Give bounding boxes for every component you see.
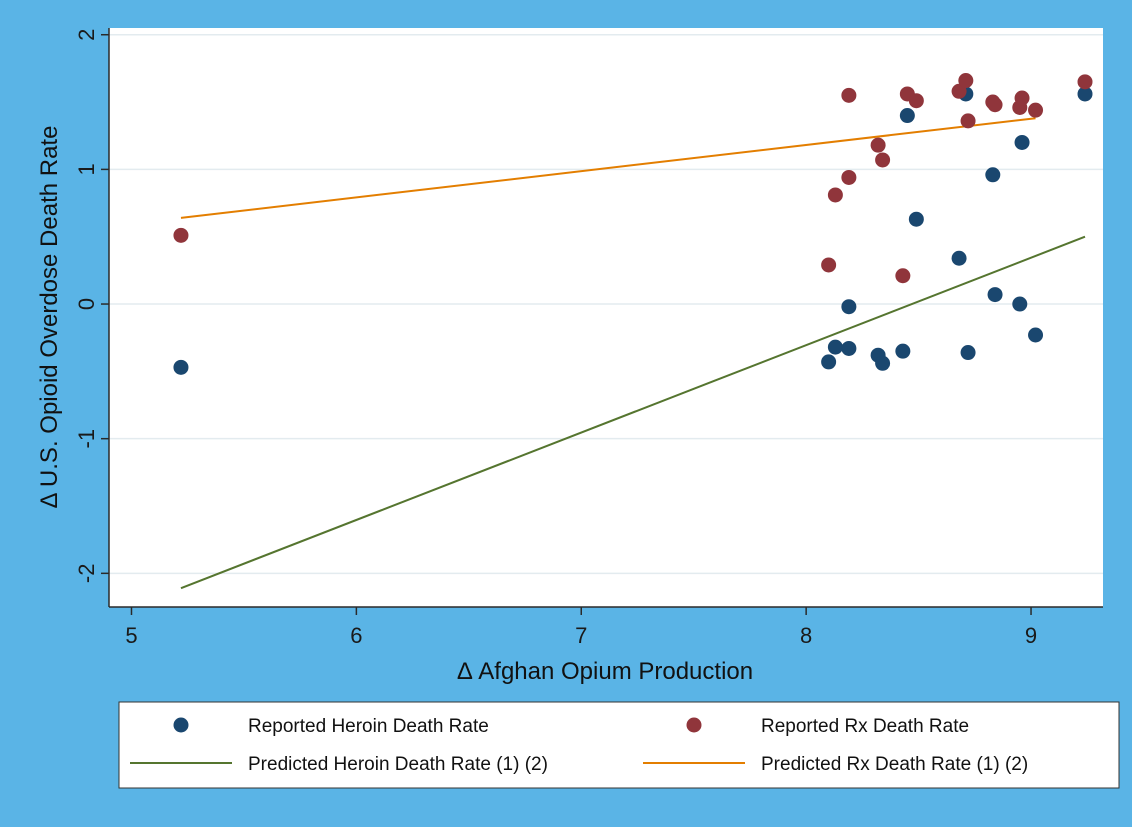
heroin-point: [841, 340, 857, 356]
heroin-point: [987, 287, 1003, 303]
rx-point: [987, 97, 1003, 113]
x-tick-label: 6: [350, 623, 362, 648]
y-axis-title: Δ U.S. Opioid Overdose Death Rate: [36, 126, 63, 509]
legend-label: Reported Heroin Death Rate: [248, 716, 489, 737]
data-series: [173, 73, 1093, 590]
heroin-point: [821, 354, 837, 370]
x-tick-label: 8: [800, 623, 812, 648]
heroin-point: [1014, 134, 1030, 150]
rx-point: [841, 169, 857, 185]
rx-point: [173, 227, 189, 243]
heroin-point: [1028, 327, 1044, 343]
y-tick-label: -2: [74, 564, 99, 584]
legend-marker: [686, 717, 702, 733]
rx-point: [827, 187, 843, 203]
heroin-point: [908, 211, 924, 227]
heroin-point: [1012, 296, 1028, 312]
rx-point: [870, 137, 886, 153]
legend-box: [118, 701, 1120, 789]
heroin-point: [827, 339, 843, 355]
rx-point: [875, 152, 891, 168]
rx-point: [960, 113, 976, 129]
x-tick-label: 5: [125, 623, 137, 648]
legend-label: Predicted Rx Death Rate (1) (2): [761, 754, 1028, 775]
heroin-point: [951, 250, 967, 266]
legend: Reported Heroin Death Rate Reported Rx De…: [130, 716, 1028, 775]
heroin-point: [899, 108, 915, 124]
legend-label: Predicted Heroin Death Rate (1) (2): [248, 754, 548, 775]
rx-point: [951, 83, 967, 99]
heroin-point: [1077, 86, 1093, 102]
heroin-point: [173, 359, 189, 375]
tick-labels: -2 -1 0 1 2 5 6 7 8 9: [74, 29, 1037, 648]
heroin-point: [960, 345, 976, 361]
rx-point: [841, 87, 857, 103]
legend-label: Reported Rx Death Rate: [761, 716, 969, 737]
rx-fit-line: [180, 117, 1036, 219]
legend-marker: [173, 717, 189, 733]
heroin-point: [841, 299, 857, 315]
rx-point: [821, 257, 837, 273]
heroin-point: [875, 355, 891, 371]
y-tick-label: 2: [74, 29, 99, 41]
x-axis-title: Δ Afghan Opium Production: [457, 658, 753, 685]
y-tick-label: -1: [74, 429, 99, 449]
heroin-point: [985, 167, 1001, 183]
gridlines: [109, 33, 1103, 575]
rx-point: [908, 93, 924, 109]
y-tick-label: 0: [74, 298, 99, 310]
rx-point: [1028, 102, 1044, 118]
heroin-point: [895, 343, 911, 359]
plot-area-background: [109, 28, 1103, 607]
axes: [101, 28, 1103, 615]
x-tick-label: 7: [575, 623, 587, 648]
rx-point: [1077, 74, 1093, 90]
x-tick-label: 9: [1025, 623, 1037, 648]
rx-point: [1014, 90, 1030, 106]
y-tick-label: 1: [74, 163, 99, 175]
rx-point: [895, 268, 911, 284]
heroin-fit-line: [180, 235, 1086, 590]
rx-point: [958, 73, 974, 89]
